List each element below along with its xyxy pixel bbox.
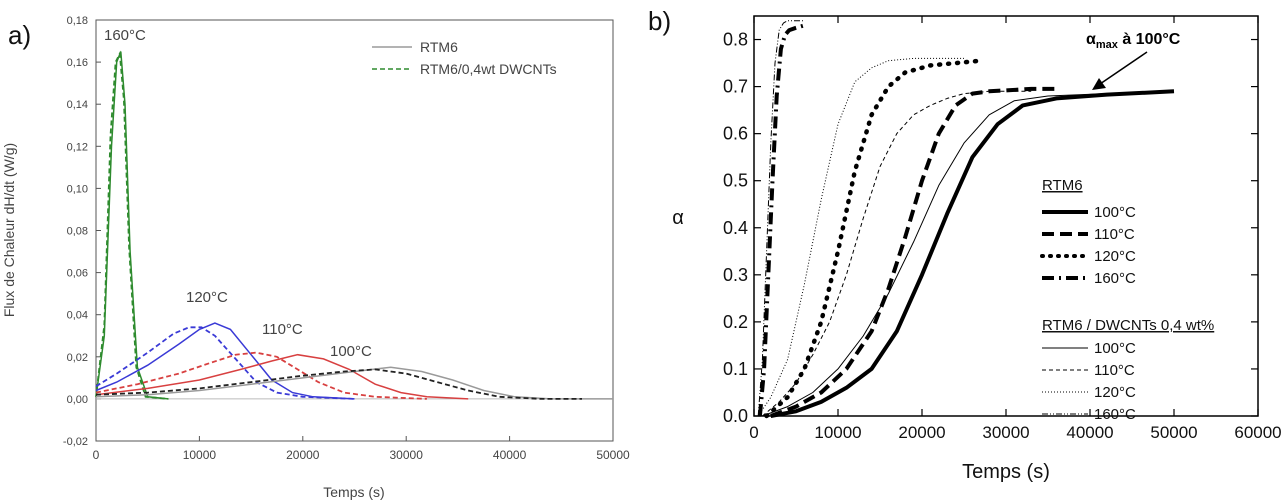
panel-a-x-ticks: 0 10000 20000 30000 40000 50000 bbox=[93, 436, 630, 462]
panel-a-y-tick-label: -0,02 bbox=[63, 436, 88, 448]
panel-b-series bbox=[757, 20, 1175, 419]
panel-b-x-tick-label: 10000 bbox=[814, 423, 861, 442]
panel-a-y-tick-label: 0,14 bbox=[67, 99, 88, 111]
series-rtm6-120-c bbox=[95, 322, 355, 400]
series-rtm6-100-c bbox=[95, 366, 613, 400]
panel-a-heat-flow-chart: a) -0,02 0,00 0,02 0,04 0,06 0,08 0,10 0,12 0,14… bbox=[1, 15, 630, 500]
panel-b-conversion-chart: b) 0.0 0.1 0.2 0.3 0.4 0.5 0.6 0.7 0.8 0 10000 200… bbox=[648, 6, 1282, 483]
legend-rtm6-110: 110°C bbox=[1094, 226, 1135, 243]
series-rtm6-dwcnts-0-4-wt-100-c bbox=[762, 90, 1175, 417]
panel-b-y-tick-label: 0.6 bbox=[723, 124, 748, 144]
panel-b-x-ticks: 0 10000 20000 30000 40000 50000 60000 bbox=[749, 16, 1282, 442]
panel-a-x-tick-label: 50000 bbox=[596, 448, 630, 462]
annotation-100c: 100°C bbox=[330, 343, 372, 360]
panel-a-y-tick-label: 0,04 bbox=[67, 310, 88, 322]
legend-dwcnts-100: 100°C bbox=[1094, 340, 1136, 357]
legend-group-dwcnts-title: RTM6 / DWCNTs 0,4 wt% bbox=[1042, 317, 1214, 334]
panel-a-y-tick-label: 0,08 bbox=[67, 226, 88, 238]
annotation-arrow-line bbox=[1099, 51, 1148, 85]
legend-rtm6-160: 160°C bbox=[1094, 270, 1136, 287]
panel-a-y-ticks: -0,02 0,00 0,02 0,04 0,06 0,08 0,10 0,12 0,14 0,1… bbox=[63, 15, 101, 448]
legend-dwcnts-110: 110°C bbox=[1094, 362, 1135, 379]
panel-a-x-axis-label: Temps (s) bbox=[323, 484, 384, 500]
panel-a-x-tick-label: 0 bbox=[93, 448, 100, 462]
panel-b-plot-frame bbox=[753, 15, 1259, 417]
series-rtm6-0-4wt-dwcnts-120-c bbox=[95, 326, 355, 400]
panel-b-y-tick-label: 0.7 bbox=[723, 77, 748, 97]
series-rtm6-110-c bbox=[95, 353, 469, 400]
panel-b-x-tick-label: 50000 bbox=[1150, 423, 1197, 442]
panel-b-x-tick-label: 60000 bbox=[1234, 423, 1281, 442]
series-rtm6-0-4wt-dwcnts-100-c bbox=[95, 368, 582, 400]
panel-b-y-tick-label: 0.5 bbox=[723, 171, 748, 191]
panel-a-x-tick-label: 30000 bbox=[390, 448, 424, 462]
panel-a-x-tick-label: 40000 bbox=[493, 448, 527, 462]
series-rtm6-dwcnts-0-4-wt-120-c bbox=[757, 57, 964, 417]
series-rtm6-100-c bbox=[770, 89, 1175, 418]
panel-b-y-tick-label: 0.3 bbox=[723, 265, 748, 285]
panel-b-annotation: αmax à 100°C bbox=[1086, 31, 1181, 51]
panel-a-y-tick-label: 0,00 bbox=[67, 394, 88, 406]
panel-a-y-tick-label: 0,10 bbox=[67, 183, 88, 195]
annotation-arrow-head bbox=[1092, 78, 1106, 90]
panel-b-x-tick-label: 30000 bbox=[982, 423, 1029, 442]
legend-rtm6-120: 120°C bbox=[1094, 248, 1136, 265]
panel-b-x-tick-label: 0 bbox=[749, 423, 758, 442]
legend-rtm6-100: 100°C bbox=[1094, 204, 1136, 221]
panel-b-y-ticks: 0.0 0.1 0.2 0.3 0.4 0.5 0.6 0.7 0.8 bbox=[723, 30, 1258, 426]
panel-b-legend: RTM6 100°C 110°C 120°C 160°C RTM6 / DWCN… bbox=[1040, 177, 1214, 423]
panel-a-plot-frame bbox=[95, 19, 614, 442]
panel-b-y-axis-label: α bbox=[672, 207, 684, 229]
series-rtm6-dwcnts-0-4-wt-110-c bbox=[762, 90, 1032, 417]
panel-b-x-axis-label: Temps (s) bbox=[962, 461, 1050, 483]
panel-b-y-tick-label: 0.4 bbox=[723, 218, 748, 238]
panel-a-y-axis-label: Flux de Chaleur dH/dt (W/g) bbox=[1, 143, 17, 317]
panel-b-y-tick-label: 0.0 bbox=[723, 406, 748, 426]
panel-b-y-tick-label: 0.1 bbox=[723, 359, 748, 379]
panel-a-legend-rtm6: RTM6 bbox=[420, 39, 458, 55]
panel-a-y-tick-label: 0,02 bbox=[67, 352, 88, 364]
series-rtm6-110-c bbox=[770, 86, 1057, 418]
panel-b-y-tick-label: 0.2 bbox=[723, 312, 748, 332]
panel-b-x-tick-label: 20000 bbox=[898, 423, 945, 442]
annotation-110c: 110°C bbox=[262, 321, 303, 338]
panel-a-y-tick-label: 0,18 bbox=[67, 15, 88, 27]
legend-dwcnts-160: 160°C bbox=[1094, 406, 1136, 423]
panel-a-y-tick-label: 0,06 bbox=[67, 268, 88, 280]
panel-a-y-tick-label: 0,12 bbox=[67, 141, 88, 153]
panel-b-y-tick-label: 0.8 bbox=[723, 30, 748, 50]
annotation-120c: 120°C bbox=[186, 289, 228, 306]
panel-a-y-tick-label: 0,16 bbox=[67, 57, 88, 69]
series-rtm6-0-4wt-dwcnts-160-c bbox=[95, 50, 169, 400]
panel-b-x-tick-label: 40000 bbox=[1066, 423, 1113, 442]
panel-a-x-tick-label: 20000 bbox=[286, 448, 320, 462]
panel-a-x-tick-label: 10000 bbox=[183, 448, 217, 462]
legend-group-rtm6-title: RTM6 bbox=[1042, 177, 1083, 194]
legend-dwcnts-120: 120°C bbox=[1094, 384, 1136, 401]
series-rtm6-dwcnts-0-4-wt-160-c bbox=[757, 20, 805, 417]
panel-a-series bbox=[95, 50, 613, 400]
panel-b-label: b) bbox=[648, 6, 671, 36]
series-rtm6-0-4wt-dwcnts-110-c bbox=[95, 351, 427, 400]
panel-a-legend-rtm6-dwcnts: RTM6/0,4wt DWCNTs bbox=[420, 61, 557, 77]
annotation-160c: 160°C bbox=[104, 27, 146, 44]
series-rtm6-160-c bbox=[757, 23, 805, 417]
panel-a-label: a) bbox=[8, 20, 31, 50]
